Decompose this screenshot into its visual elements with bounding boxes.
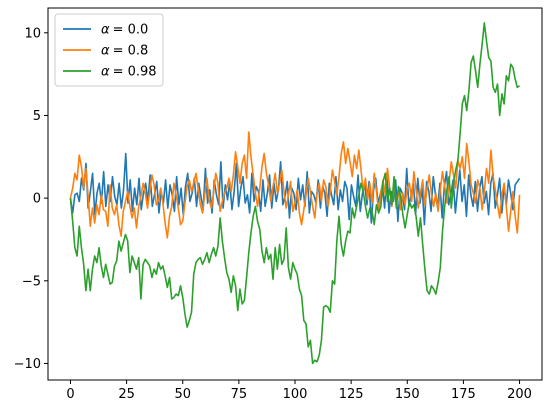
x-tick-label: 100: [283, 387, 308, 402]
y-tick-label: 5: [33, 109, 41, 124]
legend-label-2: α = 0.98: [101, 65, 157, 80]
y-tick-label: 10: [24, 26, 41, 41]
legend-box: [54, 13, 164, 87]
y-tick-label: 0: [33, 192, 41, 207]
x-tick-label: 200: [507, 387, 532, 402]
legend-value: = 0.8: [113, 44, 149, 59]
series-line-1: [69, 131, 521, 239]
ticks-layer: 0 25 50 75 100 125 150 175 200 −10 −5 0 5 10: [14, 26, 532, 402]
x-tick-label: 125: [339, 387, 364, 402]
x-tick-label: 175: [451, 387, 476, 402]
legend-value: = 0.0: [113, 23, 149, 38]
series-line-2: [69, 22, 521, 365]
legend-label-1: α = 0.8: [101, 44, 148, 59]
legend-label-0: α = 0.0: [101, 23, 148, 38]
x-tick-label: 25: [118, 387, 135, 402]
x-tick-label: 50: [174, 387, 191, 402]
x-tick-label: 0: [66, 387, 74, 402]
legend-symbol: α: [101, 23, 110, 38]
legend-symbol: α: [101, 65, 110, 80]
series-layer: [69, 22, 521, 365]
x-tick-label: 150: [395, 387, 420, 402]
legend: α = 0.0α = 0.8α = 0.98: [54, 13, 164, 87]
y-tick-label: −5: [22, 274, 41, 289]
y-tick-label: −10: [14, 357, 41, 372]
legend-symbol: α: [101, 44, 110, 59]
x-tick-label: 75: [231, 387, 248, 402]
legend-value: = 0.98: [113, 65, 157, 80]
